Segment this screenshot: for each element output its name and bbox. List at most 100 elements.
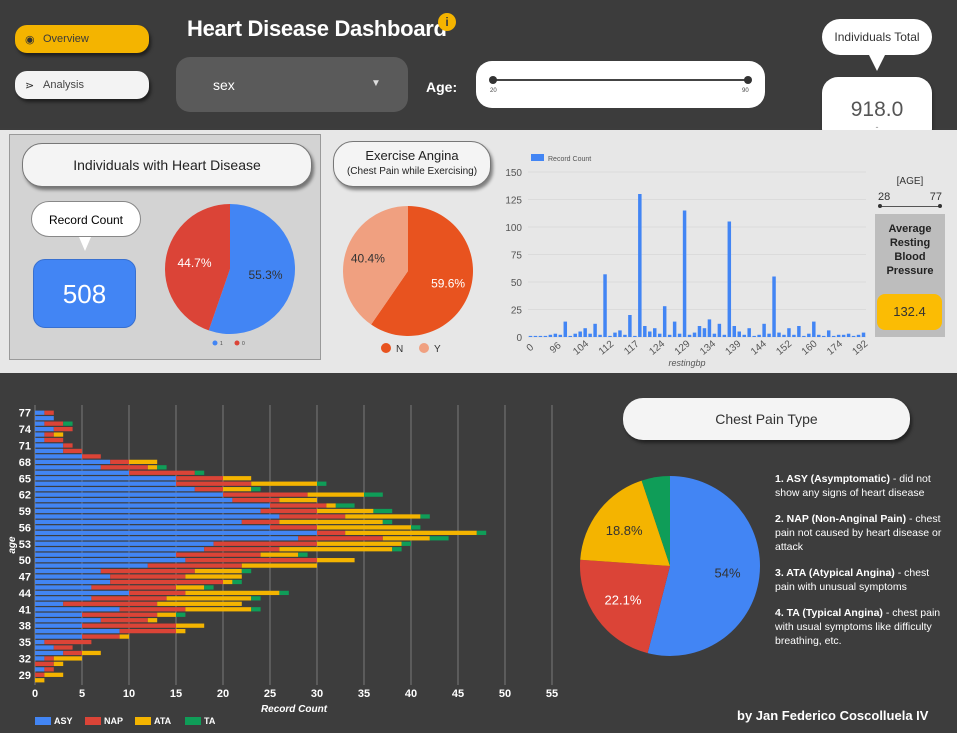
slider-max-label: 90 <box>742 88 749 94</box>
note-text: - did not show any signs of heart diseas… <box>775 473 931 499</box>
x-axis-label: restingbp <box>668 358 705 368</box>
bar-segment-ASY <box>35 585 92 590</box>
bar-segment-ATA <box>279 519 383 525</box>
bar <box>732 326 737 337</box>
share-icon: ⋗ <box>25 79 35 92</box>
x-tick-label: 134 <box>698 338 718 357</box>
slider-max-handle[interactable] <box>744 76 752 84</box>
legend-swatch-NAP <box>85 717 101 725</box>
bar-segment-ATA <box>326 503 336 508</box>
bar-segment-NAP <box>204 547 280 552</box>
bar <box>687 334 692 337</box>
bar-segment-TA <box>373 508 393 514</box>
bar-segment-ASY <box>35 541 214 546</box>
bar-segment-ASY <box>35 503 270 508</box>
bar-segment-ATA <box>185 590 280 596</box>
y-tick-label: 74 <box>19 424 32 436</box>
bar-segment-ATA <box>317 558 355 563</box>
x-tick-label: 160 <box>800 338 820 357</box>
bar-segment-ASY <box>35 508 261 514</box>
bar-segment-NAP <box>194 487 223 492</box>
bar-segment-TA <box>420 514 430 519</box>
bar <box>822 335 826 337</box>
bar <box>757 334 761 337</box>
bar-segment-TA <box>251 596 261 601</box>
bar <box>787 328 791 337</box>
rbp-age-range: [AGE] 28 77 <box>870 176 950 208</box>
bar-segment-ASY <box>35 416 54 421</box>
bar <box>672 321 677 337</box>
bar <box>836 334 841 337</box>
bar-segment-NAP <box>44 639 92 645</box>
sex-filter-dropdown[interactable]: sex ▼ <box>176 57 408 112</box>
bar-segment-NAP <box>129 590 186 596</box>
bar-segment-ASY <box>35 426 54 432</box>
sex-filter-label: sex <box>213 77 235 93</box>
pie-slice-ATA <box>580 480 670 566</box>
individuals-total-value: 918.0 <box>850 98 904 121</box>
bar-segment-NAP <box>241 519 280 525</box>
bar <box>682 210 687 337</box>
bar-segment-NAP <box>44 432 54 437</box>
bar-segment-ASY <box>35 454 82 459</box>
bar-segment-ATA <box>35 678 45 683</box>
note-text: - chest pain with usual symptoms like di… <box>775 607 941 647</box>
bar-segment-NAP <box>223 492 308 497</box>
info-icon[interactable]: i <box>438 13 456 31</box>
bar-segment-TA <box>251 607 261 612</box>
bar <box>762 323 766 337</box>
bar <box>538 335 543 337</box>
legend-label-ATA: ATA <box>154 716 172 726</box>
bar <box>553 333 558 337</box>
bar-segment-NAP <box>82 623 176 628</box>
age-range-slider[interactable]: 20 90 <box>476 61 765 108</box>
bar-segment-ASY <box>35 656 45 661</box>
bar <box>618 330 622 337</box>
bar-segment-ATA <box>223 487 252 492</box>
nav-analysis-button[interactable]: ⋗ Analysis <box>15 71 149 99</box>
pie-label-1: 55.3% <box>248 268 282 282</box>
bar-segment-ATA <box>345 514 421 519</box>
bar-segment-NAP <box>44 656 54 661</box>
bar <box>817 334 821 337</box>
legend-label: Record Count <box>548 156 591 163</box>
bar-segment-TA <box>204 585 214 590</box>
page-title: Heart Disease Dashboard <box>187 16 447 41</box>
bar-segment-ASY <box>35 650 64 656</box>
pie-label-NAP: 22.1% <box>605 592 642 607</box>
bar <box>812 321 816 337</box>
bar-segment-NAP <box>63 443 73 448</box>
note-item: 2. NAP (Non-Anginal Pain) - chest pain n… <box>775 512 951 554</box>
bar-segment-ASY <box>35 590 129 596</box>
slider-min-handle[interactable] <box>489 76 497 84</box>
x-tick-label: 55 <box>546 688 558 700</box>
bar-segment-TA <box>194 470 205 475</box>
bar-segment-ATA <box>223 579 233 585</box>
bar <box>851 335 856 337</box>
note-text: - chest pain not caused by heart disease… <box>775 513 942 553</box>
legend-swatch <box>531 154 544 161</box>
bar <box>737 331 741 337</box>
x-tick-label: 50 <box>499 688 511 700</box>
bar-segment-ATA <box>157 601 242 606</box>
bar-segment-ASY <box>35 574 111 579</box>
x-tick-label: 139 <box>724 338 744 357</box>
bar <box>712 333 717 337</box>
bar <box>662 306 667 337</box>
bar-segment-ASY <box>35 476 176 481</box>
legend-label-ASY: ASY <box>54 716 73 726</box>
bar <box>677 333 682 337</box>
pie-slice-NAP <box>580 559 670 654</box>
nav-overview-button[interactable]: ◉ Overview <box>15 25 149 53</box>
rbp-age-slider-track[interactable] <box>878 204 942 208</box>
bar-segment-NAP <box>53 645 73 650</box>
y-tick-label: 38 <box>19 621 31 633</box>
bar-segment-ATA <box>166 596 252 601</box>
bar-segment-ATA <box>176 585 205 590</box>
bar-segment-TA <box>232 579 242 585</box>
avg-bp-label-line: Resting <box>889 237 931 249</box>
bar-segment-TA <box>364 492 383 497</box>
bar-segment-ASY <box>35 470 129 475</box>
bar <box>568 335 572 337</box>
